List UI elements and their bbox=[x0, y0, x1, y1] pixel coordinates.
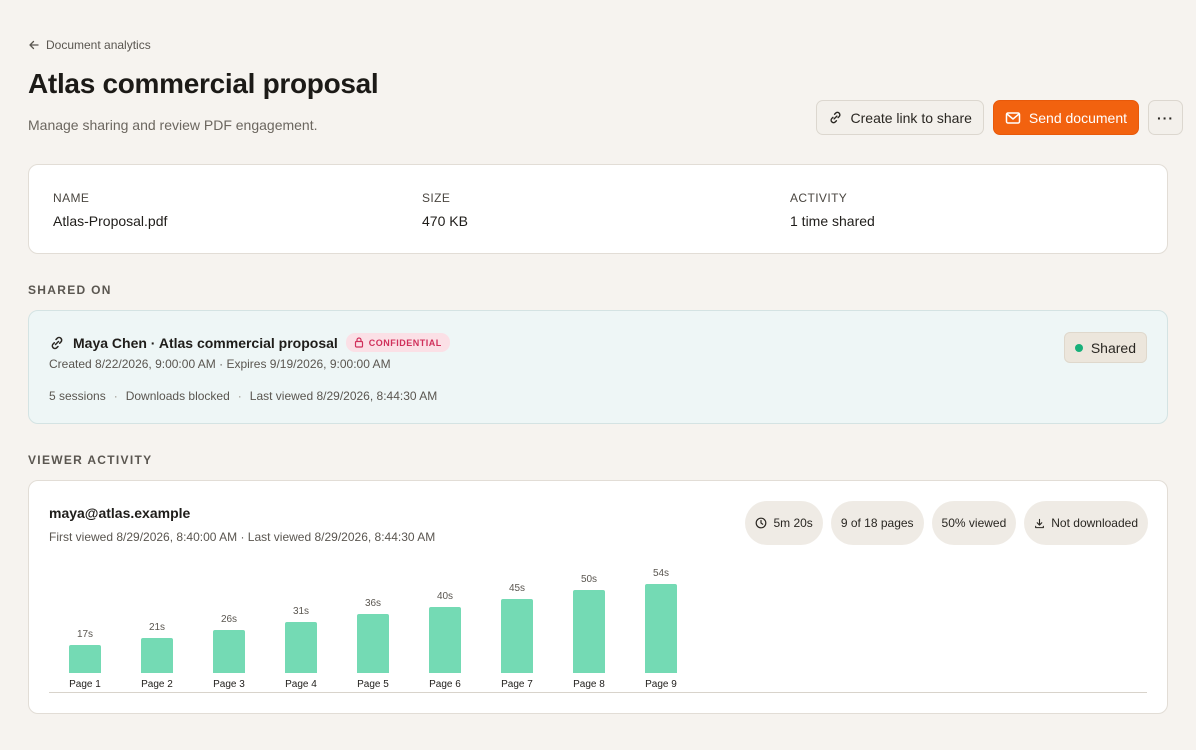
shared-on-heading: SHARED ON bbox=[28, 283, 112, 297]
bar-category-label: Page 8 bbox=[573, 679, 605, 690]
bar-group: 26s Page 3 bbox=[193, 561, 265, 693]
breadcrumb-label[interactable]: Document analytics bbox=[46, 38, 151, 52]
bar-category-label: Page 6 bbox=[429, 679, 461, 690]
more-options-button[interactable]: ··· bbox=[1148, 100, 1183, 135]
chart-bar[interactable] bbox=[141, 638, 173, 673]
viewer-email: maya@atlas.example bbox=[49, 505, 191, 521]
mail-icon bbox=[1005, 111, 1021, 125]
bar-group: 54s Page 9 bbox=[625, 561, 697, 693]
bar-category-label: Page 7 bbox=[501, 679, 533, 690]
chart-bar[interactable] bbox=[213, 630, 245, 673]
chart-bar[interactable] bbox=[357, 614, 389, 673]
share-title[interactable]: Maya Chen · Atlas commercial proposal bbox=[73, 334, 338, 351]
bar-value-label: 54s bbox=[652, 568, 670, 579]
chart-bar[interactable] bbox=[645, 584, 677, 673]
name-value: Atlas-Proposal.pdf bbox=[53, 213, 168, 229]
status-dot-icon bbox=[1074, 343, 1083, 352]
duration-pill: 5m 20s bbox=[745, 501, 823, 545]
percent-value: 50% viewed bbox=[941, 516, 1007, 530]
activity-value: 1 time shared bbox=[790, 213, 875, 229]
viewer-times: First viewed 8/29/2026, 8:40:00 AM · Las… bbox=[49, 530, 436, 544]
chart-bar[interactable] bbox=[573, 590, 605, 673]
document-info-card: NAME Atlas-Proposal.pdf SIZE 470 KB ACTI… bbox=[28, 164, 1168, 254]
download-pill: Not downloaded bbox=[1024, 501, 1148, 545]
chart-bar[interactable] bbox=[429, 607, 461, 673]
page-subtitle: Manage sharing and review PDF engagement… bbox=[28, 117, 318, 133]
bar-value-label: 17s bbox=[76, 629, 94, 640]
bar-value-label: 36s bbox=[364, 598, 382, 609]
more-icon: ··· bbox=[1157, 109, 1174, 126]
bar-group: 50s Page 8 bbox=[553, 561, 625, 693]
bar-category-label: Page 1 bbox=[69, 679, 101, 690]
link-icon bbox=[828, 110, 843, 125]
pages-value: 9 of 18 pages bbox=[840, 516, 914, 530]
bar-value-label: 45s bbox=[508, 583, 526, 594]
viewer-activity-heading: VIEWER ACTIVITY bbox=[28, 453, 153, 467]
downloads-status: Downloads blocked bbox=[125, 389, 230, 403]
header-actions: Create link to share Send document ··· bbox=[815, 100, 1183, 135]
download-icon bbox=[1034, 518, 1045, 529]
lock-icon bbox=[354, 337, 364, 348]
status-badge: Shared bbox=[1063, 332, 1147, 363]
sessions-count: 5 sessions bbox=[49, 389, 106, 403]
duration-value: 5m 20s bbox=[773, 516, 813, 530]
bar-group: 36s Page 5 bbox=[337, 561, 409, 693]
bar-value-label: 26s bbox=[220, 614, 238, 625]
bar-category-label: Page 2 bbox=[141, 679, 173, 690]
clock-icon bbox=[755, 517, 767, 529]
share-link-card[interactable]: Maya Chen · Atlas commercial proposal CO… bbox=[28, 310, 1168, 424]
bar-value-label: 21s bbox=[148, 622, 166, 633]
bar-category-label: Page 4 bbox=[285, 679, 317, 690]
arrow-left-icon bbox=[28, 39, 40, 51]
size-label: SIZE bbox=[422, 191, 451, 205]
name-label: NAME bbox=[53, 191, 90, 205]
bar-group: 45s Page 7 bbox=[481, 561, 553, 693]
download-value: Not downloaded bbox=[1051, 516, 1138, 530]
status-label: Shared bbox=[1090, 339, 1136, 356]
create-link-button[interactable]: Create link to share bbox=[815, 100, 984, 135]
pages-pill: 9 of 18 pages bbox=[830, 501, 924, 545]
create-link-label: Create link to share bbox=[850, 109, 972, 126]
percent-pill: 50% viewed bbox=[931, 501, 1017, 545]
separator: · bbox=[113, 389, 118, 403]
send-document-button[interactable]: Send document bbox=[992, 100, 1139, 135]
bar-value-label: 40s bbox=[436, 591, 454, 602]
link-icon bbox=[49, 335, 65, 351]
activity-column: ACTIVITY 1 time shared bbox=[790, 191, 875, 229]
bar-value-label: 50s bbox=[580, 574, 598, 585]
last-viewed: Last viewed 8/29/2026, 8:44:30 AM bbox=[249, 389, 438, 403]
bar-value-label: 31s bbox=[292, 606, 310, 617]
bar-group: 21s Page 2 bbox=[121, 561, 193, 693]
bar-group: 31s Page 4 bbox=[265, 561, 337, 693]
chart-bar[interactable] bbox=[501, 599, 533, 673]
bar-category-label: Page 5 bbox=[357, 679, 389, 690]
size-value: 470 KB bbox=[422, 213, 468, 229]
chart-bar[interactable] bbox=[285, 622, 317, 673]
page-time-chart: 17s Page 1 21s Page 2 26s Page 3 31s Page 4 36s P… bbox=[49, 561, 1147, 693]
share-meta: 5 sessions · Downloads blocked · Last vi… bbox=[49, 389, 437, 403]
send-document-label: Send document bbox=[1028, 109, 1127, 126]
name-column: NAME Atlas-Proposal.pdf bbox=[53, 191, 167, 229]
confidential-label: CONFIDENTIAL bbox=[368, 337, 442, 348]
chart-bar[interactable] bbox=[69, 645, 101, 673]
bar-category-label: Page 3 bbox=[213, 679, 245, 690]
confidential-badge: CONFIDENTIAL bbox=[345, 333, 450, 352]
bar-group: 40s Page 6 bbox=[409, 561, 481, 693]
activity-label: ACTIVITY bbox=[790, 191, 848, 205]
share-dates: Created 8/22/2026, 9:00:00 AM · Expires … bbox=[49, 357, 391, 371]
viewer-card: maya@atlas.example First viewed 8/29/202… bbox=[28, 480, 1168, 714]
breadcrumb[interactable]: Document analytics bbox=[28, 38, 151, 52]
separator: · bbox=[237, 389, 242, 403]
bar-category-label: Page 9 bbox=[645, 679, 677, 690]
viewer-stats: 5m 20s 9 of 18 pages 50% viewed Not down… bbox=[745, 501, 1148, 545]
page-title: Atlas commercial proposal bbox=[28, 68, 379, 99]
size-column: SIZE 470 KB bbox=[422, 191, 468, 229]
bar-group: 17s Page 1 bbox=[49, 561, 121, 693]
chart-baseline bbox=[49, 692, 1147, 693]
share-title-row: Maya Chen · Atlas commercial proposal CO… bbox=[49, 333, 450, 352]
